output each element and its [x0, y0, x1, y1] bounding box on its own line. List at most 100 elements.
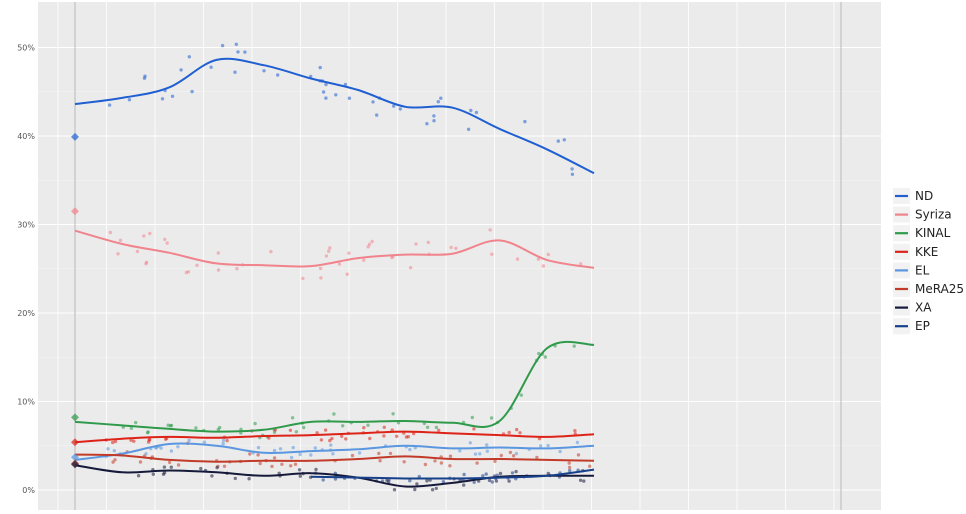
poll-point [362, 426, 366, 430]
legend: ND Syriza KINAL KKE EL MeRA25 XA EP [891, 186, 966, 336]
poll-point [321, 478, 325, 482]
poll-point [485, 443, 489, 447]
poll-point [289, 464, 293, 468]
legend-label: MeRA25 [915, 282, 964, 296]
poll-point [176, 463, 181, 467]
poll-point [328, 246, 332, 250]
poll-point [221, 441, 225, 446]
poll-point [301, 276, 305, 281]
poll-point [340, 434, 344, 438]
poll-point [113, 458, 117, 462]
poll-point [288, 428, 293, 432]
poll-point [248, 452, 252, 456]
poll-point [433, 459, 437, 463]
poll-point [142, 234, 146, 238]
poll-point [167, 460, 172, 465]
poll-point [434, 425, 439, 430]
poll-point [439, 96, 443, 100]
poll-point [313, 446, 317, 450]
election-result-markers [71, 132, 79, 469]
poll-point [138, 460, 143, 464]
poll-point [113, 439, 118, 444]
poll-point [572, 344, 576, 348]
poll-point [514, 469, 518, 474]
poll-point [294, 430, 299, 434]
poll-point [488, 228, 492, 232]
poll-point [469, 108, 473, 113]
poll-point [404, 435, 409, 439]
poll-point [190, 89, 194, 94]
poll-point [129, 426, 134, 430]
poll-point [425, 122, 429, 126]
poll-point [112, 449, 117, 453]
poll-point [392, 104, 396, 108]
poll-point [162, 465, 167, 469]
poll-point [236, 50, 240, 54]
poll-point [199, 466, 203, 471]
poll-point [347, 251, 351, 255]
poll-point [256, 453, 260, 457]
poll-point [164, 437, 168, 441]
poll-point [371, 100, 375, 104]
poll-point [247, 477, 251, 481]
poll-point [541, 264, 546, 268]
poll-point [414, 242, 418, 246]
poll-point [160, 97, 165, 101]
y-tick-label: 30% [17, 221, 35, 230]
poll-point [425, 479, 429, 483]
poll-point [293, 462, 298, 466]
poll-point [297, 468, 302, 472]
poll-point [216, 251, 220, 255]
poll-point [337, 262, 342, 266]
poll-point [347, 96, 352, 100]
poll-point [448, 454, 453, 458]
poll-point [487, 478, 492, 483]
poll-point [179, 68, 183, 72]
poll-point [437, 428, 441, 432]
poll-point [543, 355, 547, 359]
poll-point [319, 276, 323, 280]
poll-point [129, 438, 133, 442]
poll-point [165, 241, 169, 245]
poll-point [332, 412, 336, 416]
poll-point [413, 487, 417, 492]
poll-point [494, 479, 499, 483]
poll-point [588, 464, 592, 468]
poll-point [239, 427, 243, 431]
election-result-marker [71, 453, 79, 462]
poll-point [388, 451, 393, 456]
poll-point [489, 416, 494, 420]
poll-point [159, 446, 163, 450]
poll-point [402, 460, 406, 464]
poll-point [539, 444, 543, 448]
poll-point [408, 447, 412, 452]
poll-point [546, 443, 550, 448]
poll-point [161, 472, 166, 476]
poll-point [578, 478, 583, 482]
poll-point [518, 431, 522, 435]
poll-point [556, 139, 560, 143]
poll-point [375, 113, 379, 117]
poll-point [209, 65, 213, 69]
poll-point [430, 488, 435, 492]
poll-point [324, 82, 328, 87]
y-tick-label: 40% [17, 132, 35, 141]
poll-point [146, 430, 150, 434]
poll-point [280, 462, 284, 466]
poll-point [519, 393, 523, 397]
election-result-marker [71, 207, 79, 216]
poll-point [474, 110, 479, 115]
poll-point [481, 474, 485, 478]
poll-point [262, 69, 266, 73]
poll-point [510, 471, 515, 475]
plot-panel [38, 2, 881, 510]
poll-point [276, 73, 280, 77]
poll-point [490, 252, 494, 256]
poll-point [108, 230, 113, 235]
legend-label: EL [915, 263, 930, 277]
poll-point [344, 437, 348, 441]
poll-point [184, 270, 189, 275]
legend-label: ND [915, 189, 933, 203]
trend-line [74, 340, 595, 433]
legend-label: Syriza [915, 208, 952, 222]
